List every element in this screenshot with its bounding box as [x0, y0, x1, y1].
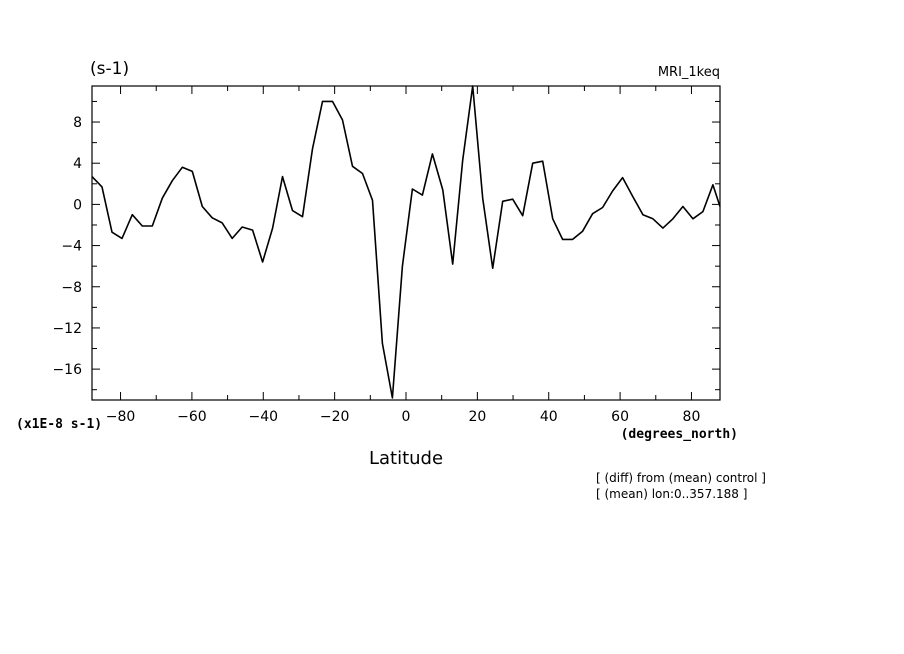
y-tick-label: −12 [52, 321, 82, 337]
x-tick-label: −60 [177, 409, 207, 425]
x-tick-label: 20 [468, 409, 486, 425]
x-tick-label: −40 [248, 409, 278, 425]
y-scale-label: (x1E-8 s-1) [16, 417, 102, 432]
x-tick-label: 80 [683, 409, 701, 425]
x-tick-label: −20 [320, 409, 350, 425]
x-tick-label: −80 [106, 409, 136, 425]
x-tick-label: 60 [611, 409, 629, 425]
note-line-2: [ (mean) lon:0..357.188 ] [596, 487, 747, 501]
tick-marks [92, 86, 720, 400]
x-tick-label: 40 [540, 409, 558, 425]
model-label: MRI_1keq [658, 65, 720, 80]
x-tick-label: 0 [402, 409, 411, 425]
x-unit-label: (degrees_north) [621, 427, 738, 442]
y-tick-label: −16 [52, 362, 82, 378]
y-tick-label: −4 [61, 239, 82, 255]
series-line [91, 85, 721, 399]
plot-frame [91, 85, 721, 401]
y-tick-label: 4 [73, 156, 82, 172]
x-axis-label: Latitude [369, 448, 443, 469]
y-tick-label: −8 [61, 280, 82, 296]
y-tick-label: 0 [73, 197, 82, 213]
y-tick-labels: 8 4 0 −4 −8 −12 −16 [52, 115, 82, 378]
x-tick-labels: −80 −60 −40 −20 0 20 40 60 80 [106, 409, 701, 425]
units-label: (s-1) [90, 59, 129, 79]
note-line-1: [ (diff) from (mean) control ] [596, 471, 766, 485]
y-tick-label: 8 [73, 115, 82, 131]
